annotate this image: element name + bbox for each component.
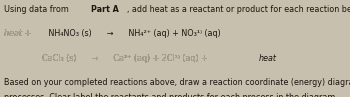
Text: Based on your completed reactions above, draw a reaction coordinate (energy) dia: Based on your completed reactions above,…	[4, 78, 350, 87]
Text: CaCl₂ (s)      →      Ca²⁺ (aq) + 2Cl¹⁾ (aq) +: CaCl₂ (s) → Ca²⁺ (aq) + 2Cl¹⁾ (aq) +	[42, 54, 210, 63]
Text: CaCl₂ (s)      →      Ca²⁺ (aq) + 2Cl¹⁾ (aq) +: CaCl₂ (s) → Ca²⁺ (aq) + 2Cl¹⁾ (aq) +	[42, 54, 210, 63]
Text: Part A: Part A	[91, 5, 119, 14]
Text: , add heat as a reactant or product for each reaction below.: , add heat as a reactant or product for …	[127, 5, 350, 14]
Text: processes. Clear label the reactants and products for each process in the diagra: processes. Clear label the reactants and…	[4, 93, 338, 97]
Text: heat: heat	[259, 54, 277, 63]
Text: heat +: heat +	[4, 29, 36, 38]
Text: heat +: heat +	[4, 29, 32, 38]
Text: NH₄NO₃ (s)      →      NH₄²⁺ (aq) + NO₃¹⁾ (aq): NH₄NO₃ (s) → NH₄²⁺ (aq) + NO₃¹⁾ (aq)	[46, 29, 220, 38]
Text: Using data from: Using data from	[4, 5, 72, 14]
